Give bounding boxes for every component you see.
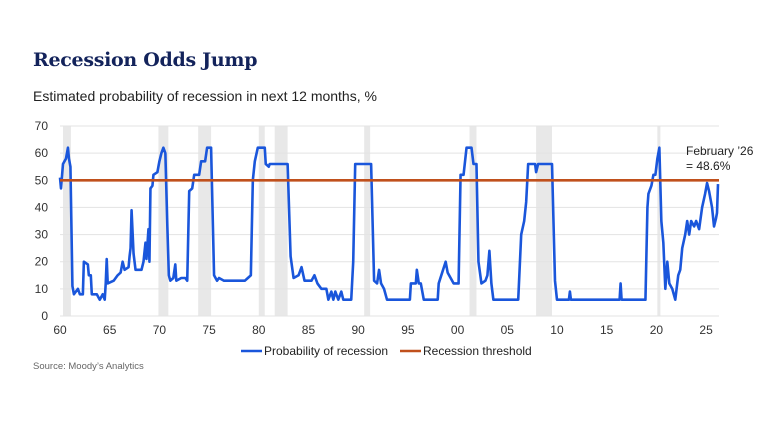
x-tick-label: 25 [699,323,713,337]
y-tick-label: 10 [35,282,49,296]
y-tick-label: 30 [35,228,49,242]
recession-band [158,126,169,316]
x-tick-label: 10 [550,323,564,337]
series-probability-line [58,146,720,302]
source-note: Source: Moody’s Analytics [33,361,144,372]
x-tick-label: 70 [153,323,167,337]
x-tick-label: 85 [302,323,316,337]
legend-label-threshold: Recession threshold [423,344,532,358]
recession-band [657,126,661,316]
annotation-label: February ’26 [686,144,754,158]
x-tick-label: 20 [650,323,664,337]
x-tick-label: 05 [501,323,515,337]
chart-subtitle: Estimated probability of recession in ne… [33,88,377,104]
recession-band [469,126,477,316]
y-tick-label: 50 [35,173,49,187]
y-tick-label: 70 [35,119,49,133]
y-tick-label: 0 [41,309,48,323]
x-tick-label: 90 [352,323,366,337]
x-tick-label: 00 [451,323,465,337]
y-tick-label: 20 [35,255,49,269]
recession-band [62,126,71,316]
chart-title: Recession Odds Jump [33,49,258,71]
x-tick-label: 75 [202,323,216,337]
x-tick-label: 95 [401,323,415,337]
legend-label-probability: Probability of recession [264,344,388,358]
recession-band [258,126,265,316]
annotation-value: = 48.6% [686,159,731,173]
recession-band [198,126,212,316]
x-tick-label: 15 [600,323,614,337]
y-tick-label: 60 [35,146,49,160]
x-tick-label: 80 [252,323,266,337]
x-tick-label: 65 [103,323,117,337]
x-tick-label: 60 [53,323,67,337]
recession-band [364,126,371,316]
recession-band [274,126,288,316]
recession-band [536,126,553,316]
y-tick-label: 40 [35,200,49,214]
